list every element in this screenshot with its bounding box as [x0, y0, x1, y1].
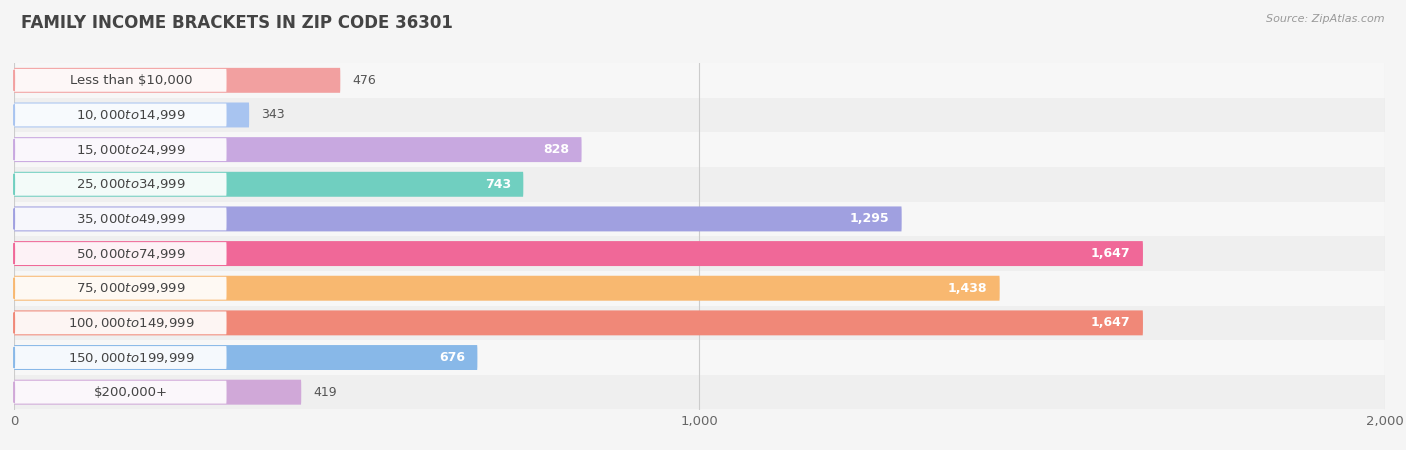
- Bar: [14, 271, 1385, 306]
- FancyBboxPatch shape: [14, 276, 1000, 301]
- Text: $15,000 to $24,999: $15,000 to $24,999: [76, 143, 186, 157]
- Bar: [14, 202, 1385, 236]
- FancyBboxPatch shape: [14, 207, 901, 231]
- FancyBboxPatch shape: [14, 242, 226, 265]
- FancyBboxPatch shape: [14, 310, 1143, 335]
- FancyBboxPatch shape: [14, 345, 478, 370]
- FancyBboxPatch shape: [14, 173, 226, 196]
- FancyBboxPatch shape: [14, 346, 226, 369]
- Text: 676: 676: [439, 351, 465, 364]
- Text: $50,000 to $74,999: $50,000 to $74,999: [76, 247, 186, 261]
- Bar: [14, 167, 1385, 202]
- Text: $35,000 to $49,999: $35,000 to $49,999: [76, 212, 186, 226]
- Text: 1,295: 1,295: [849, 212, 890, 225]
- Text: $200,000+: $200,000+: [94, 386, 167, 399]
- Bar: [14, 375, 1385, 410]
- Text: 1,647: 1,647: [1091, 316, 1130, 329]
- FancyBboxPatch shape: [14, 207, 226, 230]
- Text: 343: 343: [262, 108, 285, 122]
- Text: $10,000 to $14,999: $10,000 to $14,999: [76, 108, 186, 122]
- Bar: [14, 306, 1385, 340]
- Text: $75,000 to $99,999: $75,000 to $99,999: [76, 281, 186, 295]
- FancyBboxPatch shape: [14, 311, 226, 334]
- FancyBboxPatch shape: [14, 68, 340, 93]
- Text: 1,647: 1,647: [1091, 247, 1130, 260]
- FancyBboxPatch shape: [14, 103, 249, 127]
- FancyBboxPatch shape: [14, 137, 582, 162]
- Text: $25,000 to $34,999: $25,000 to $34,999: [76, 177, 186, 191]
- FancyBboxPatch shape: [14, 277, 226, 300]
- Bar: [14, 132, 1385, 167]
- Text: 828: 828: [543, 143, 569, 156]
- Text: 743: 743: [485, 178, 510, 191]
- Text: 419: 419: [314, 386, 337, 399]
- FancyBboxPatch shape: [14, 104, 226, 126]
- Bar: [14, 340, 1385, 375]
- Bar: [14, 236, 1385, 271]
- FancyBboxPatch shape: [14, 138, 226, 161]
- FancyBboxPatch shape: [14, 172, 523, 197]
- Text: 1,438: 1,438: [948, 282, 987, 295]
- Text: 476: 476: [353, 74, 377, 87]
- FancyBboxPatch shape: [14, 381, 226, 404]
- FancyBboxPatch shape: [14, 380, 301, 405]
- Bar: [14, 98, 1385, 132]
- FancyBboxPatch shape: [14, 69, 226, 92]
- Text: $150,000 to $199,999: $150,000 to $199,999: [67, 351, 194, 364]
- Text: FAMILY INCOME BRACKETS IN ZIP CODE 36301: FAMILY INCOME BRACKETS IN ZIP CODE 36301: [21, 14, 453, 32]
- Bar: [14, 63, 1385, 98]
- Text: Source: ZipAtlas.com: Source: ZipAtlas.com: [1267, 14, 1385, 23]
- Text: $100,000 to $149,999: $100,000 to $149,999: [67, 316, 194, 330]
- Text: Less than $10,000: Less than $10,000: [70, 74, 193, 87]
- FancyBboxPatch shape: [14, 241, 1143, 266]
